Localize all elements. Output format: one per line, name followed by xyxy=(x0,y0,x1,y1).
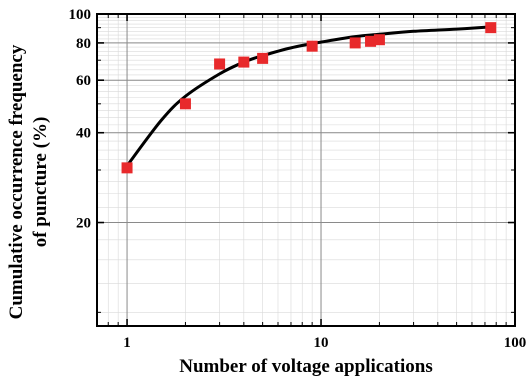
y-tick-label: 20 xyxy=(76,216,91,232)
fit-curve-layer xyxy=(125,25,491,167)
data-point xyxy=(257,52,269,64)
data-points-layer xyxy=(121,22,497,174)
x-tick-label: 10 xyxy=(314,335,329,351)
y-tick-label: 60 xyxy=(76,73,91,89)
data-point xyxy=(365,35,377,47)
y-axis-label-line1: Cumulative occurrence frequency xyxy=(6,44,27,319)
x-tick-label: 100 xyxy=(504,335,527,351)
data-point xyxy=(238,56,250,68)
data-point xyxy=(214,58,226,70)
axis-ticks xyxy=(96,13,516,326)
y-tick-labels: 20 40 60 80 100 xyxy=(69,7,92,232)
data-point xyxy=(349,37,361,49)
x-axis-label: Number of voltage applications xyxy=(179,356,433,377)
y-axis-label-line2: of puncture (%) xyxy=(30,117,51,248)
y-tick-label: 100 xyxy=(69,7,92,23)
fit-curve xyxy=(125,25,491,167)
data-point xyxy=(179,98,191,110)
data-point xyxy=(121,162,133,174)
y-tick-label: 80 xyxy=(76,36,91,52)
minor-grid xyxy=(96,13,515,326)
x-tick-labels: 1 10 100 xyxy=(123,335,526,351)
data-point xyxy=(373,34,385,46)
data-point xyxy=(306,40,318,52)
x-tick-label: 1 xyxy=(123,335,131,351)
data-point xyxy=(485,22,497,34)
y-tick-label: 40 xyxy=(76,126,91,142)
